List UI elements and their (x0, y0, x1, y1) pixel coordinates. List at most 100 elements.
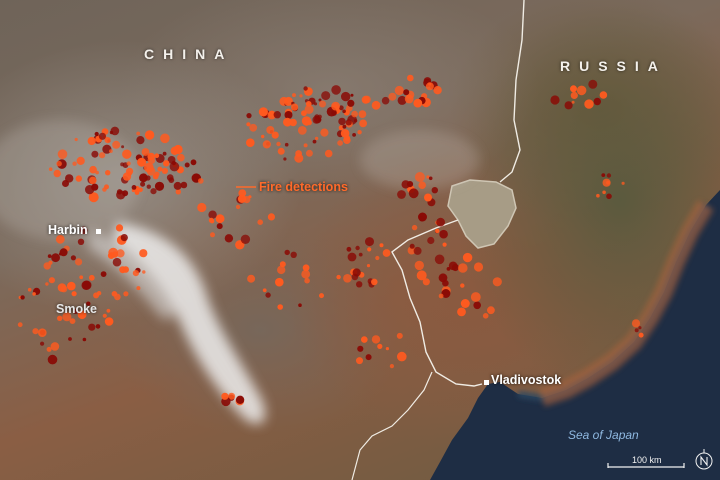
scale-bar (607, 463, 685, 468)
fire-detection-point (46, 346, 52, 352)
fire-detection-point (77, 310, 87, 320)
fire-detection-point (240, 234, 251, 244)
fire-detection-point (161, 167, 168, 174)
fire-detection-point (72, 161, 77, 166)
fire-detection-point (139, 249, 148, 258)
fire-detection-point (273, 111, 281, 119)
fire-detection-point (51, 253, 60, 263)
fire-detection-point (290, 251, 297, 258)
fire-detection-point (71, 291, 77, 297)
fire-detection-point (144, 130, 155, 140)
fire-detection-point (638, 326, 642, 330)
fire-detection-point (122, 266, 129, 273)
vladivostok-marker-icon (484, 380, 489, 385)
fire-detection-point (131, 185, 137, 190)
lake-khanka (447, 179, 517, 249)
fire-detection-point (446, 267, 451, 271)
fire-detection-point (367, 247, 372, 252)
fire-detection-point (321, 91, 331, 101)
fire-detection-point (342, 109, 346, 114)
fire-detection-point (352, 133, 356, 137)
fire-detection-point (126, 161, 131, 166)
fire-detection-point (413, 98, 423, 108)
fire-detection-point (173, 181, 182, 190)
fire-detection-point (132, 270, 139, 277)
fire-detection-point (570, 85, 577, 93)
fire-detection-point (359, 119, 367, 128)
fire-detection-point (297, 125, 307, 135)
fire-detection-point (89, 176, 97, 185)
fire-detection-point (262, 140, 271, 149)
fire-detection-point (419, 216, 425, 222)
fire-detection-point (389, 364, 394, 369)
fire-detection-point (70, 255, 76, 261)
fire-detection-point (301, 269, 311, 279)
vladivostok-label: Vladivostok (491, 373, 562, 387)
fire-detection-point (145, 175, 151, 181)
fire-detection-point (111, 291, 118, 297)
fire-detection-point (638, 332, 644, 338)
fire-detection-point (75, 258, 83, 266)
fire-detection-point (53, 169, 61, 178)
fire-detection-point (371, 100, 381, 110)
fire-detection-point (277, 304, 284, 310)
fire-detection-point (123, 291, 129, 297)
fire-detection-point (439, 229, 448, 239)
fire-detection-point (68, 337, 72, 341)
fire-detection-point (177, 153, 185, 162)
fire-detection-point (283, 157, 287, 161)
fire-detection-point (621, 181, 625, 185)
smoke-plume (0, 120, 480, 424)
fire-detection-point (57, 315, 63, 321)
fire-detection-point (67, 281, 76, 291)
fire-detection-point (394, 85, 404, 96)
fire-detection-point (460, 299, 470, 308)
fire-detection-point (246, 122, 251, 127)
fire-detection-point (428, 82, 432, 86)
fire-detection-point (144, 162, 154, 173)
fire-detection-point (122, 190, 129, 197)
fire-detection-point (336, 274, 341, 280)
fire-detection-point (338, 125, 344, 131)
fire-detection-point (371, 278, 378, 286)
fire-detection-point (385, 347, 389, 351)
fire-detection-point (104, 137, 111, 144)
smoke-label: Smoke (56, 302, 97, 316)
fire-detection-point (75, 175, 83, 182)
fire-detection-point (341, 91, 351, 102)
fire-detection-point (43, 262, 51, 270)
fire-detection-point (351, 110, 358, 118)
fire-detection-point (85, 185, 95, 195)
fire-detection-point (303, 86, 308, 91)
fire-detection-point (436, 217, 445, 227)
fire-detection-point (358, 252, 363, 257)
fire-detection-point (312, 139, 317, 144)
fire-detection-point (96, 291, 102, 296)
fire-detection-point (275, 277, 284, 287)
fire-detection-point (142, 270, 146, 274)
fire-detection-point (602, 190, 606, 195)
china-label: CHINA (144, 46, 234, 62)
fire-detection-point (584, 99, 594, 109)
fire-detection-point (304, 122, 309, 126)
fire-detection-point (320, 128, 329, 137)
fire-detection-point (338, 117, 346, 126)
fire-detection-point (74, 137, 78, 142)
fire-detection-point (146, 184, 151, 189)
fire-detection-point (576, 85, 587, 96)
fire-detection-point (302, 264, 310, 272)
fire-detection-point (352, 268, 361, 277)
fire-detection-point (249, 123, 258, 132)
fire-detection-point (48, 167, 53, 171)
fire-detection-point (358, 110, 367, 118)
fire-detection-point (247, 274, 256, 283)
fire-detection-point (356, 357, 363, 365)
fire-detection-point (441, 289, 451, 298)
fire-detection-point (284, 142, 289, 147)
fire-detection-point (276, 141, 281, 147)
fire-detection-point (418, 181, 427, 189)
fire-detection-point (38, 328, 47, 338)
fire-detection-point (170, 146, 179, 155)
fire-detection-point (69, 318, 76, 324)
